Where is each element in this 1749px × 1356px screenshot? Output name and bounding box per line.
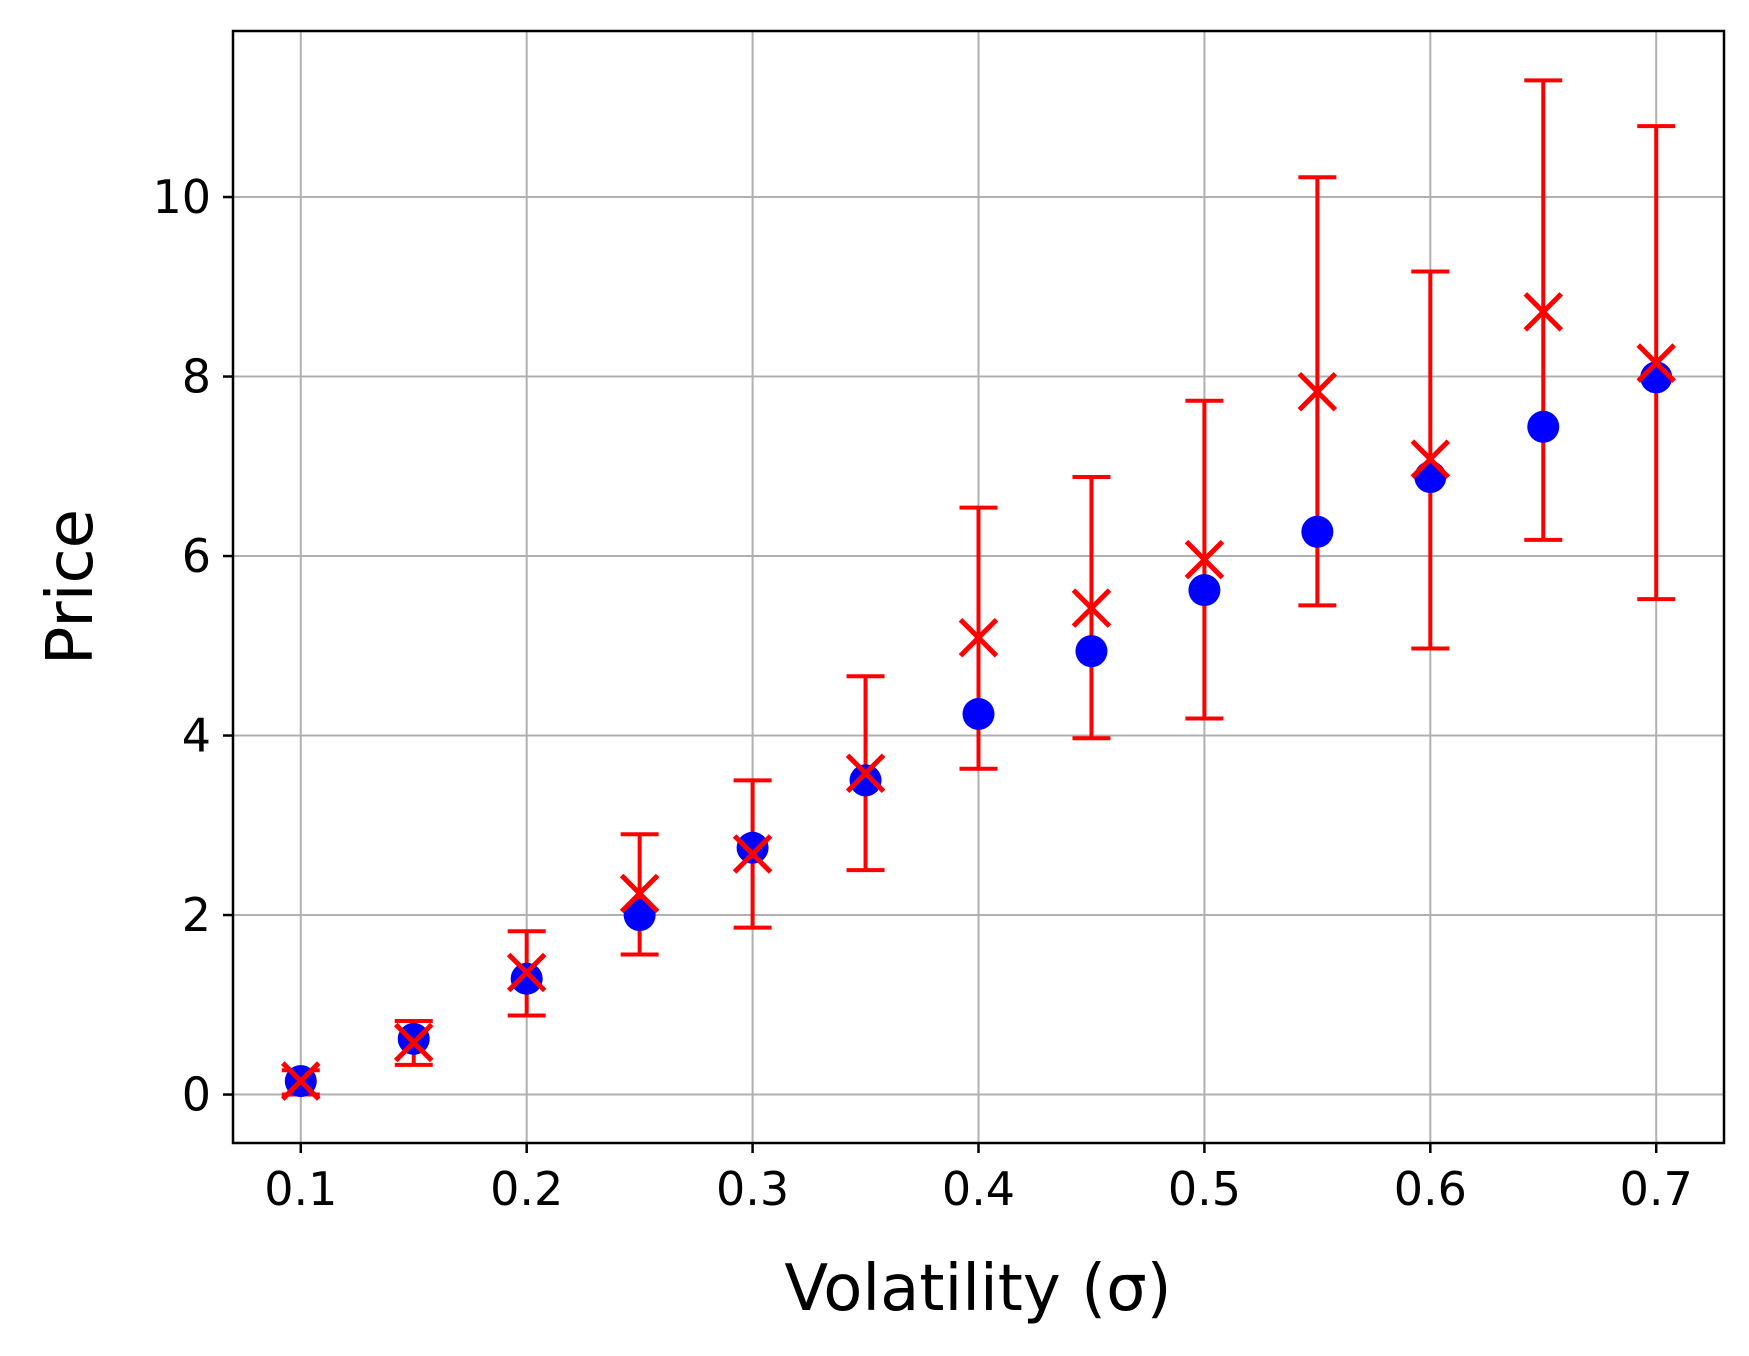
- red-x-stroke: [281, 1061, 321, 1101]
- x-tick-label: 0.6: [1394, 1162, 1467, 1216]
- blue-circle-point: [1414, 461, 1447, 494]
- red-x-stroke: [506, 952, 547, 993]
- x-tick-label: 0.3: [716, 1162, 789, 1216]
- red-x-stroke: [732, 834, 773, 874]
- y-tick-label: 4: [182, 709, 211, 763]
- x-tick-label: 0.5: [1168, 1162, 1241, 1216]
- red-x-point: [958, 617, 999, 658]
- blue-circle-point: [736, 831, 769, 864]
- red-x-point: [1410, 439, 1451, 479]
- x-tick-label: 0.4: [942, 1162, 1015, 1216]
- axis-ticks: 0.1 0.2 0.3 0.4 0.5 0.6 0.7 0 2 4 6 8 10: [152, 170, 1692, 1216]
- y-tick-label: 10: [152, 170, 211, 224]
- blue-circle-point: [1301, 515, 1334, 548]
- red-x-stroke: [393, 1022, 434, 1063]
- blue-circle-point: [1075, 635, 1108, 668]
- plot-frame: [231, 29, 1726, 1145]
- red-x-point: [1636, 343, 1676, 383]
- red-x-stroke: [1071, 588, 1112, 628]
- red-x-stroke: [619, 873, 660, 914]
- red-x-stroke: [845, 753, 886, 793]
- y-tick-label: 0: [182, 1068, 211, 1122]
- x-axis-label: Volatility (σ): [784, 1252, 1171, 1326]
- series-x-markers: [281, 292, 1676, 1101]
- y-axis-label: Price: [34, 509, 108, 665]
- red-x-point: [1523, 292, 1564, 332]
- red-x-point: [1071, 588, 1112, 628]
- y-tick-label: 2: [182, 888, 211, 942]
- x-tick-label: 0.7: [1620, 1162, 1693, 1216]
- blue-circle-point: [962, 697, 995, 730]
- red-x-point: [845, 753, 886, 793]
- red-x-point: [281, 1061, 321, 1101]
- red-x-stroke: [1636, 343, 1676, 383]
- blue-circle-point: [1188, 574, 1221, 607]
- red-x-stroke: [1297, 372, 1338, 412]
- red-x-point: [732, 834, 773, 874]
- red-x-stroke: [1184, 539, 1225, 580]
- blue-circle-point: [849, 764, 882, 797]
- blue-circle-point: [397, 1022, 430, 1055]
- blue-circle-point: [510, 962, 543, 995]
- y-tick-label: 6: [182, 529, 211, 583]
- red-x-point: [506, 952, 547, 993]
- red-x-stroke: [958, 617, 999, 658]
- y-tick-label: 8: [182, 350, 211, 404]
- blue-circle-point: [623, 899, 656, 932]
- x-tick-label: 0.1: [264, 1162, 337, 1216]
- red-x-stroke: [1523, 292, 1564, 332]
- x-tick-label: 0.2: [490, 1162, 563, 1216]
- red-x-stroke: [1410, 439, 1451, 479]
- red-x-point: [1297, 372, 1338, 412]
- blue-circle-point: [1527, 410, 1560, 443]
- red-x-point: [619, 873, 660, 914]
- red-x-point: [1184, 539, 1225, 580]
- red-x-point: [393, 1022, 434, 1063]
- series-circles: [284, 361, 1673, 1098]
